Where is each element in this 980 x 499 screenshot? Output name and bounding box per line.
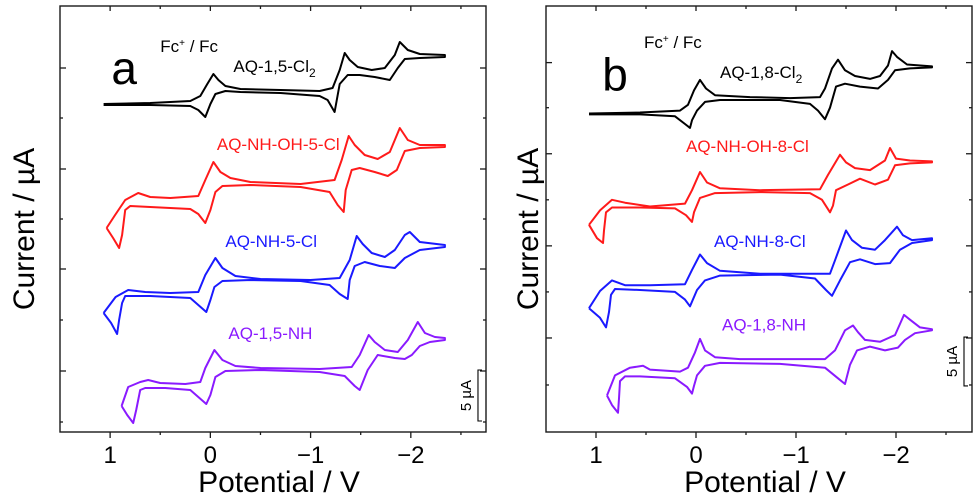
x-tick-label: 0: [204, 442, 217, 469]
reference-label-superscript: +: [179, 38, 185, 49]
x-axis-label: Potential / V: [198, 466, 360, 499]
series-label-text: AQ-1,8-NH: [722, 315, 806, 334]
series-label: AQ-1,5-Cl2: [233, 57, 316, 80]
cv-curve-aq-1-8-cl: [588, 50, 933, 129]
scale-bar: [477, 369, 482, 422]
series-label-text: AQ-NH-5-Cl: [225, 232, 317, 251]
cv-curve-aq-nh-5-cl: [102, 231, 446, 335]
x-axis-label: Potential / V: [684, 466, 846, 499]
scale-bar-label: 5 µA: [944, 346, 961, 377]
plot-frame: [545, 5, 973, 433]
panel-a: 1 0 −1 −2 Potential / V Current / µA a AQ-1,5-C…: [8, 5, 487, 499]
cv-curve-aq-1-8-nh: [606, 313, 933, 414]
series-label: AQ-1,5-NH: [228, 324, 312, 343]
cv-curve-aq-nh-oh-5-cl: [105, 127, 446, 249]
x-tick-label: −2: [397, 442, 424, 469]
x-tick-label: 1: [589, 442, 602, 469]
cv-curve-aq-nh-8-cl: [588, 225, 933, 329]
series-label-text: AQ-1,5-NH: [228, 324, 312, 343]
panel-letter: b: [602, 48, 628, 100]
series-label-subscript: 2: [796, 72, 803, 86]
cv-curve-aq-1-5-cl: [103, 41, 446, 118]
scale-bar-label: 5 µA: [458, 380, 475, 411]
series-label: AQ-NH-OH-8-Cl: [686, 137, 809, 156]
series-label-text: AQ-1,8-Cl: [720, 63, 796, 82]
panel-b: 1 0 −1 −2 Potential / V Current / µA b AQ-1,8-C…: [512, 5, 973, 499]
cv-curve-aq-nh-oh-8-cl: [588, 147, 933, 244]
series-label-text: AQ-1,5-Cl: [233, 57, 309, 76]
series-label-text: AQ-NH-OH-8-Cl: [686, 137, 809, 156]
panel-letter: a: [111, 42, 137, 94]
series-label-text: AQ-NH-OH-5-Cl: [217, 135, 340, 154]
series-label: AQ-1,8-Cl2: [720, 63, 803, 86]
series-label: AQ-1,8-NH: [722, 315, 806, 334]
series-label: AQ-NH-8-Cl: [714, 232, 806, 251]
x-tick-label: 0: [689, 442, 702, 469]
series-label: AQ-NH-OH-5-Cl: [217, 135, 340, 154]
reference-label-superscript: +: [663, 34, 669, 45]
series-label: AQ-NH-5-Cl: [225, 232, 317, 251]
reference-label-base: Fc: [160, 37, 179, 56]
x-tick-label: −1: [782, 442, 809, 469]
reference-label-fc: Fc+ / Fc: [644, 33, 702, 52]
reference-label-fc: Fc+ / Fc: [160, 37, 218, 56]
y-axis-label: Current / µA: [8, 148, 41, 310]
series-label-subscript: 2: [309, 66, 316, 80]
reference-label-tail: / Fc: [669, 33, 703, 52]
x-tick-label: −1: [297, 442, 324, 469]
x-tick-label: 1: [103, 442, 116, 469]
x-tick-label: −2: [882, 442, 909, 469]
reference-label-base: Fc: [644, 33, 663, 52]
series-label-text: AQ-NH-8-Cl: [714, 232, 806, 251]
scale-bar: [963, 336, 968, 387]
reference-label-tail: / Fc: [185, 37, 219, 56]
cv-curve-aq-1-5-nh: [120, 321, 446, 424]
y-axis-label: Current / µA: [512, 148, 545, 310]
